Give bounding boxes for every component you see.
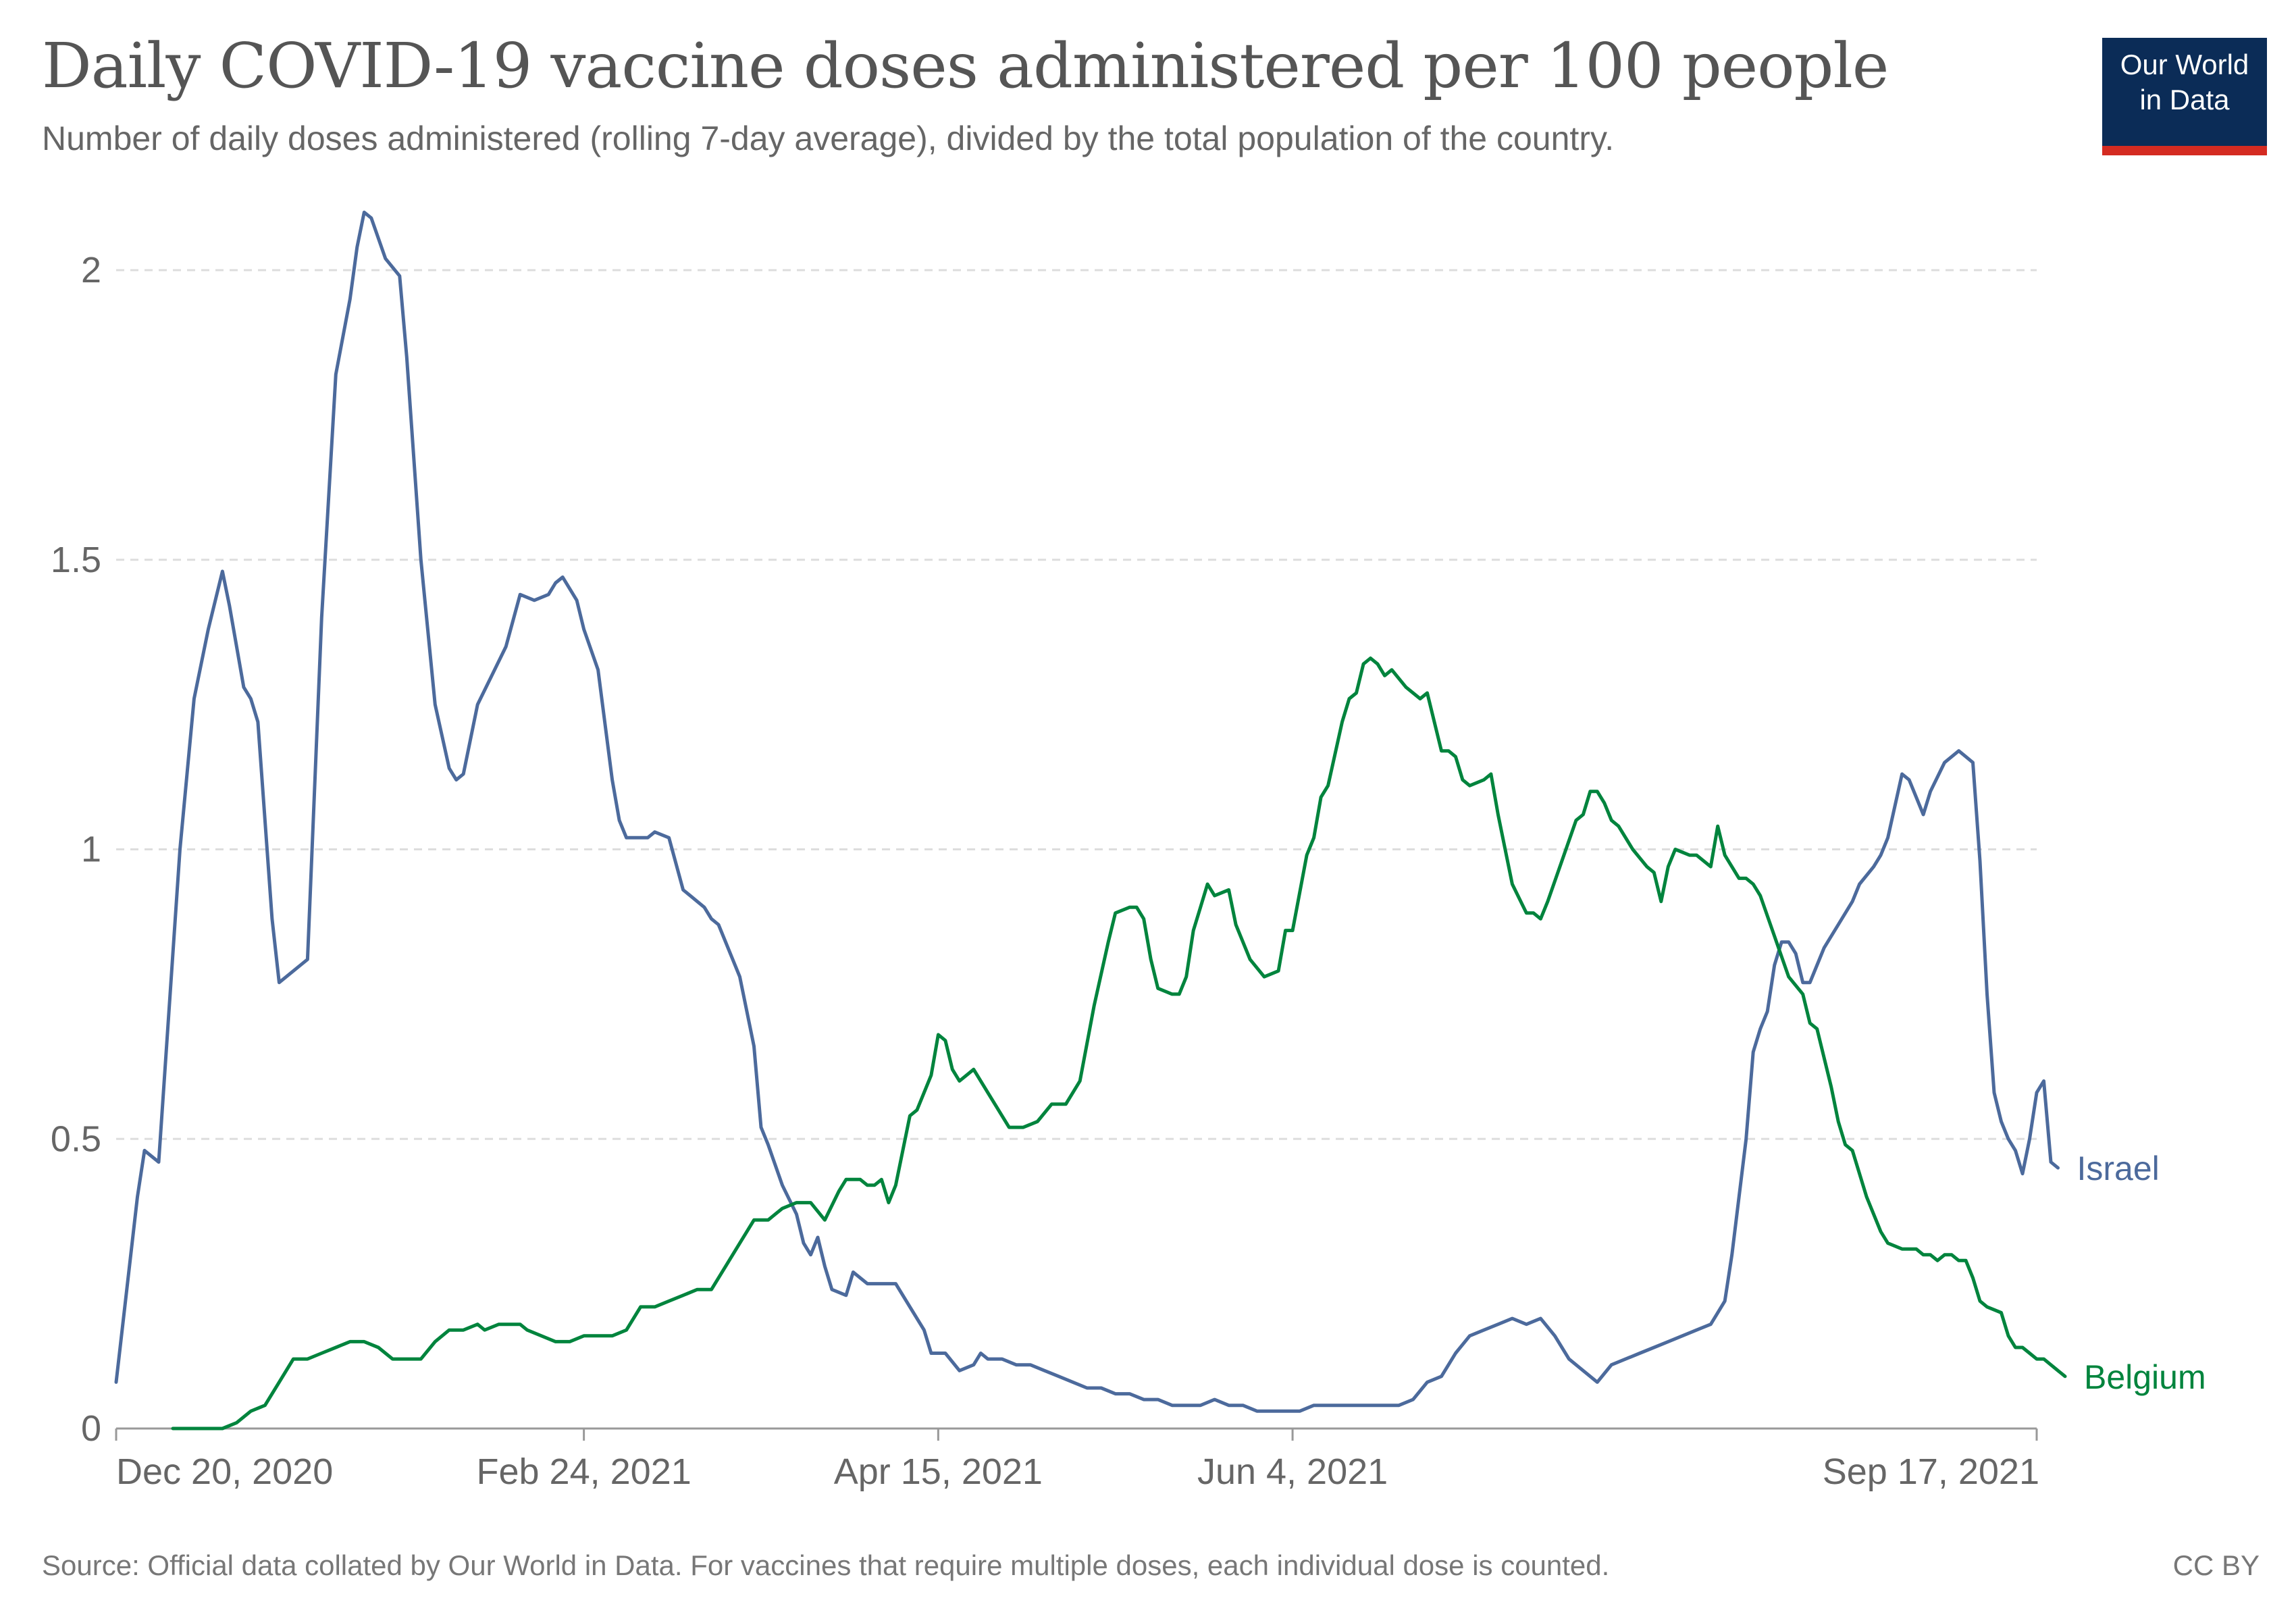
y-tick-label: 2 xyxy=(81,250,101,290)
chart-title: Daily COVID-19 vaccine doses administere… xyxy=(42,30,1889,102)
x-tick-label: Jun 4, 2021 xyxy=(1197,1451,1388,1492)
logo-line-2: in Data xyxy=(2139,84,2230,115)
license-link[interactable]: CC BY xyxy=(2172,1549,2260,1581)
x-tick-label: Dec 20, 2020 xyxy=(116,1451,333,1492)
owid-logo[interactable]: Our World in Data xyxy=(2102,38,2267,155)
series-line-israel[interactable] xyxy=(114,210,2060,1413)
x-tick-label: Sep 17, 2021 xyxy=(1823,1451,2039,1492)
y-tick-label: 0 xyxy=(81,1408,101,1449)
x-tick-label: Feb 24, 2021 xyxy=(477,1451,692,1492)
chart-subtitle: Number of daily doses administered (roll… xyxy=(42,120,1615,157)
series-line-belgium[interactable] xyxy=(171,657,2067,1431)
x-tick-label: Apr 15, 2021 xyxy=(834,1451,1043,1492)
series-labels: Israel Belgium xyxy=(2077,1150,2206,1396)
y-tick-label: 1.5 xyxy=(51,540,101,580)
logo-line-1: Our World xyxy=(2120,49,2249,80)
axes: 0 0.5 1 1.5 2 Dec 20, 2020 Feb 24, 2021 Apr 15,… xyxy=(51,250,2039,1492)
gridlines xyxy=(116,269,2037,1140)
series-label-israel: Israel xyxy=(2077,1150,2159,1187)
y-tick-label: 1 xyxy=(81,829,101,870)
series-label-belgium: Belgium xyxy=(2084,1358,2206,1396)
y-tick-label: 0.5 xyxy=(51,1118,101,1159)
source-note: Source: Official data collated by Our Wo… xyxy=(42,1549,1610,1581)
series-lines xyxy=(114,210,2067,1431)
